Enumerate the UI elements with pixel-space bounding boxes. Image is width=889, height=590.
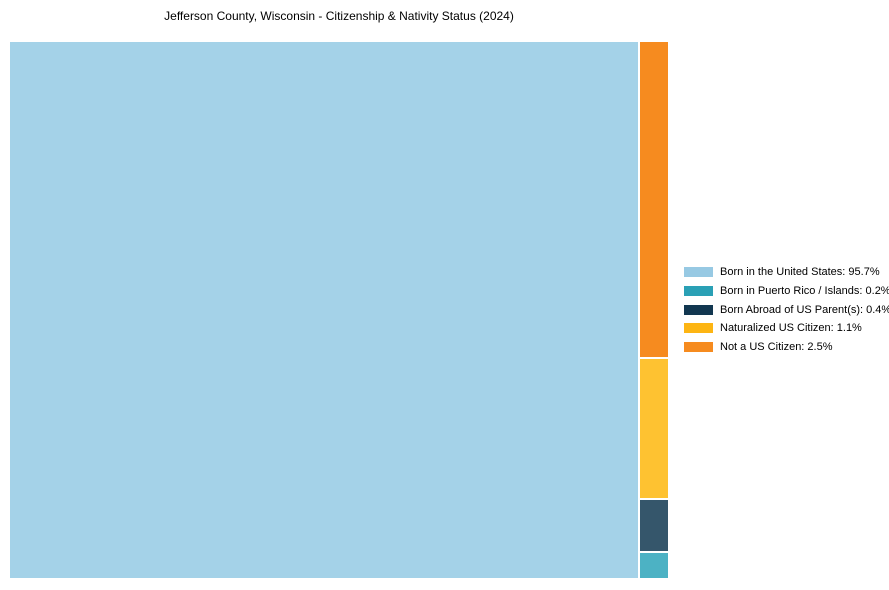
legend-label: Born Abroad of US Parent(s): 0.4% <box>720 303 889 316</box>
treemap-side-column <box>640 42 668 578</box>
treemap-rect <box>640 500 668 551</box>
legend-row: Naturalized US Citizen: 1.1% <box>684 319 889 338</box>
legend-row: Born Abroad of US Parent(s): 0.4% <box>684 300 889 319</box>
legend-swatch-icon <box>684 323 713 334</box>
treemap-rect <box>640 359 668 499</box>
legend-swatch-icon <box>684 267 713 278</box>
legend-label: Born in the United States: 95.7% <box>720 266 880 279</box>
legend-swatch-icon <box>684 304 713 315</box>
treemap-rect <box>640 552 668 578</box>
legend: Born in the United States: 95.7% Born in… <box>684 263 889 356</box>
legend-row: Not a US Citizen: 2.5% <box>684 338 889 357</box>
legend-row: Born in Puerto Rico / Islands: 0.2% <box>684 282 889 301</box>
treemap-rect-main <box>10 42 639 578</box>
legend-label: Naturalized US Citizen: 1.1% <box>720 322 862 335</box>
legend-label: Not a US Citizen: 2.5% <box>720 341 833 354</box>
treemap-rect <box>640 42 668 358</box>
legend-label: Born in Puerto Rico / Islands: 0.2% <box>720 285 889 298</box>
chart-title: Jefferson County, Wisconsin - Citizenshi… <box>164 9 514 23</box>
legend-row: Born in the United States: 95.7% <box>684 263 889 282</box>
legend-swatch-icon <box>684 342 713 353</box>
treemap-plot-area <box>10 42 668 578</box>
legend-swatch-icon <box>684 286 713 297</box>
